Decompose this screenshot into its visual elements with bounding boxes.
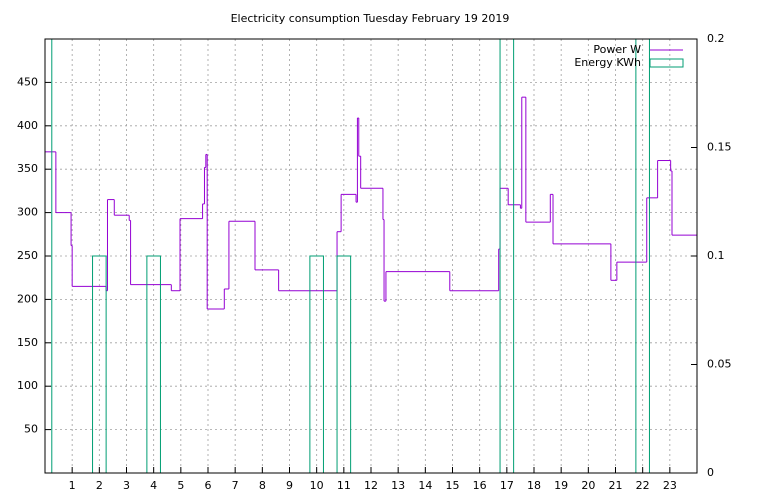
plot-border — [44, 38, 698, 474]
energy-box — [499, 39, 515, 473]
x-tick-label: 4 — [150, 479, 157, 492]
x-tick-label: 16 — [473, 479, 487, 492]
y-tick-label: 150 — [17, 336, 38, 349]
x-tick-label: 6 — [205, 479, 212, 492]
y2-tick-label: 0.2 — [707, 32, 725, 45]
x-tick-label: 22 — [636, 479, 650, 492]
y2-tick-label: 0.15 — [707, 141, 732, 154]
y-tick-label: 300 — [17, 206, 38, 219]
x-tick-label: 13 — [391, 479, 405, 492]
y-tick-label: 200 — [17, 292, 38, 305]
y2-tick-label: 0.1 — [707, 249, 725, 262]
chart-title: Electricity consumption Tuesday February… — [231, 12, 510, 25]
x-tick-label: 18 — [527, 479, 541, 492]
x-tick-label: 21 — [609, 479, 623, 492]
y-tick-label: 350 — [17, 162, 38, 175]
x-tick-label: 9 — [286, 479, 293, 492]
x-tick-label: 23 — [663, 479, 677, 492]
energy-box — [146, 255, 161, 473]
energy-box — [635, 39, 650, 473]
x-tick-label: 15 — [446, 479, 460, 492]
legend-label: Power W — [593, 43, 641, 56]
x-tick-label: 19 — [554, 479, 568, 492]
x-tick-label: 7 — [232, 479, 239, 492]
legend-label: Energy KWh — [574, 56, 641, 69]
y2-tick-label: 0 — [707, 466, 714, 479]
legend-swatch — [649, 58, 684, 68]
x-tick-label: 20 — [581, 479, 595, 492]
x-tick-label: 2 — [96, 479, 103, 492]
energy-box — [92, 255, 107, 473]
x-tick-label: 10 — [310, 479, 324, 492]
x-tick-label: 5 — [177, 479, 184, 492]
energy-box — [336, 255, 352, 473]
x-tick-label: 3 — [123, 479, 130, 492]
plot-area — [45, 39, 697, 473]
energy-box — [309, 255, 324, 473]
y-tick-label: 50 — [24, 423, 38, 436]
x-tick-label: 8 — [259, 479, 266, 492]
y2-tick-label: 0.05 — [707, 358, 732, 371]
y-tick-label: 450 — [17, 75, 38, 88]
y-tick-label: 100 — [17, 379, 38, 392]
x-tick-label: 14 — [418, 479, 432, 492]
x-tick-label: 12 — [364, 479, 378, 492]
x-tick-label: 17 — [500, 479, 514, 492]
energy-box — [45, 39, 53, 473]
y-tick-label: 250 — [17, 249, 38, 262]
x-tick-label: 11 — [337, 479, 351, 492]
y-tick-label: 400 — [17, 119, 38, 132]
x-tick-label: 1 — [69, 479, 76, 492]
